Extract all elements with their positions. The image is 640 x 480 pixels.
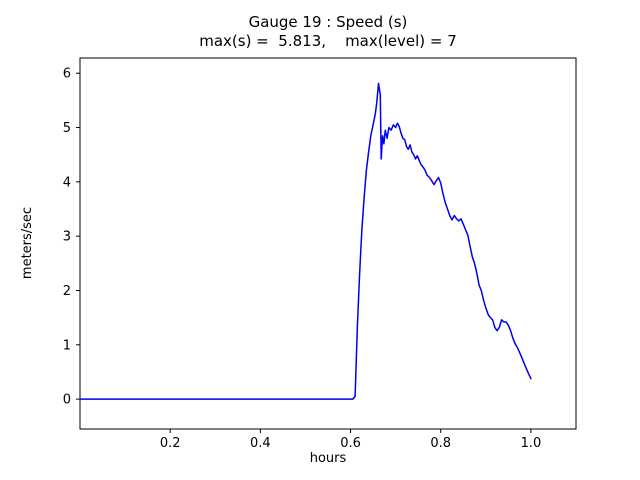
y-tick-label: 2	[63, 284, 71, 299]
y-axis-label: meters/sec	[20, 207, 35, 279]
y-tick-label: 5	[63, 121, 71, 136]
y-tick-label: 1	[63, 338, 71, 353]
y-tick-label: 4	[63, 175, 71, 190]
plot-area: 0.2 0.4 0.6 0.8 1.0 0 1 2 3 4 5 6	[63, 57, 577, 451]
x-axis-label: hours	[310, 451, 347, 466]
x-tick-label: 0.4	[250, 436, 271, 451]
x-tick-label: 0.8	[430, 436, 451, 451]
y-tick-label: 6	[63, 67, 71, 82]
x-tick-label: 1.0	[521, 436, 542, 451]
chart-subtitle: max(s) = 5.813, max(level) = 7	[199, 32, 457, 50]
y-tick-label: 3	[63, 230, 71, 245]
chart-title: Gauge 19 : Speed (s)	[249, 13, 408, 31]
speed-line	[79, 82, 532, 400]
x-tick-label: 0.6	[340, 436, 361, 451]
axes-frame	[79, 57, 577, 430]
x-tick-label: 0.2	[160, 436, 181, 451]
y-tick-label: 0	[63, 393, 71, 408]
